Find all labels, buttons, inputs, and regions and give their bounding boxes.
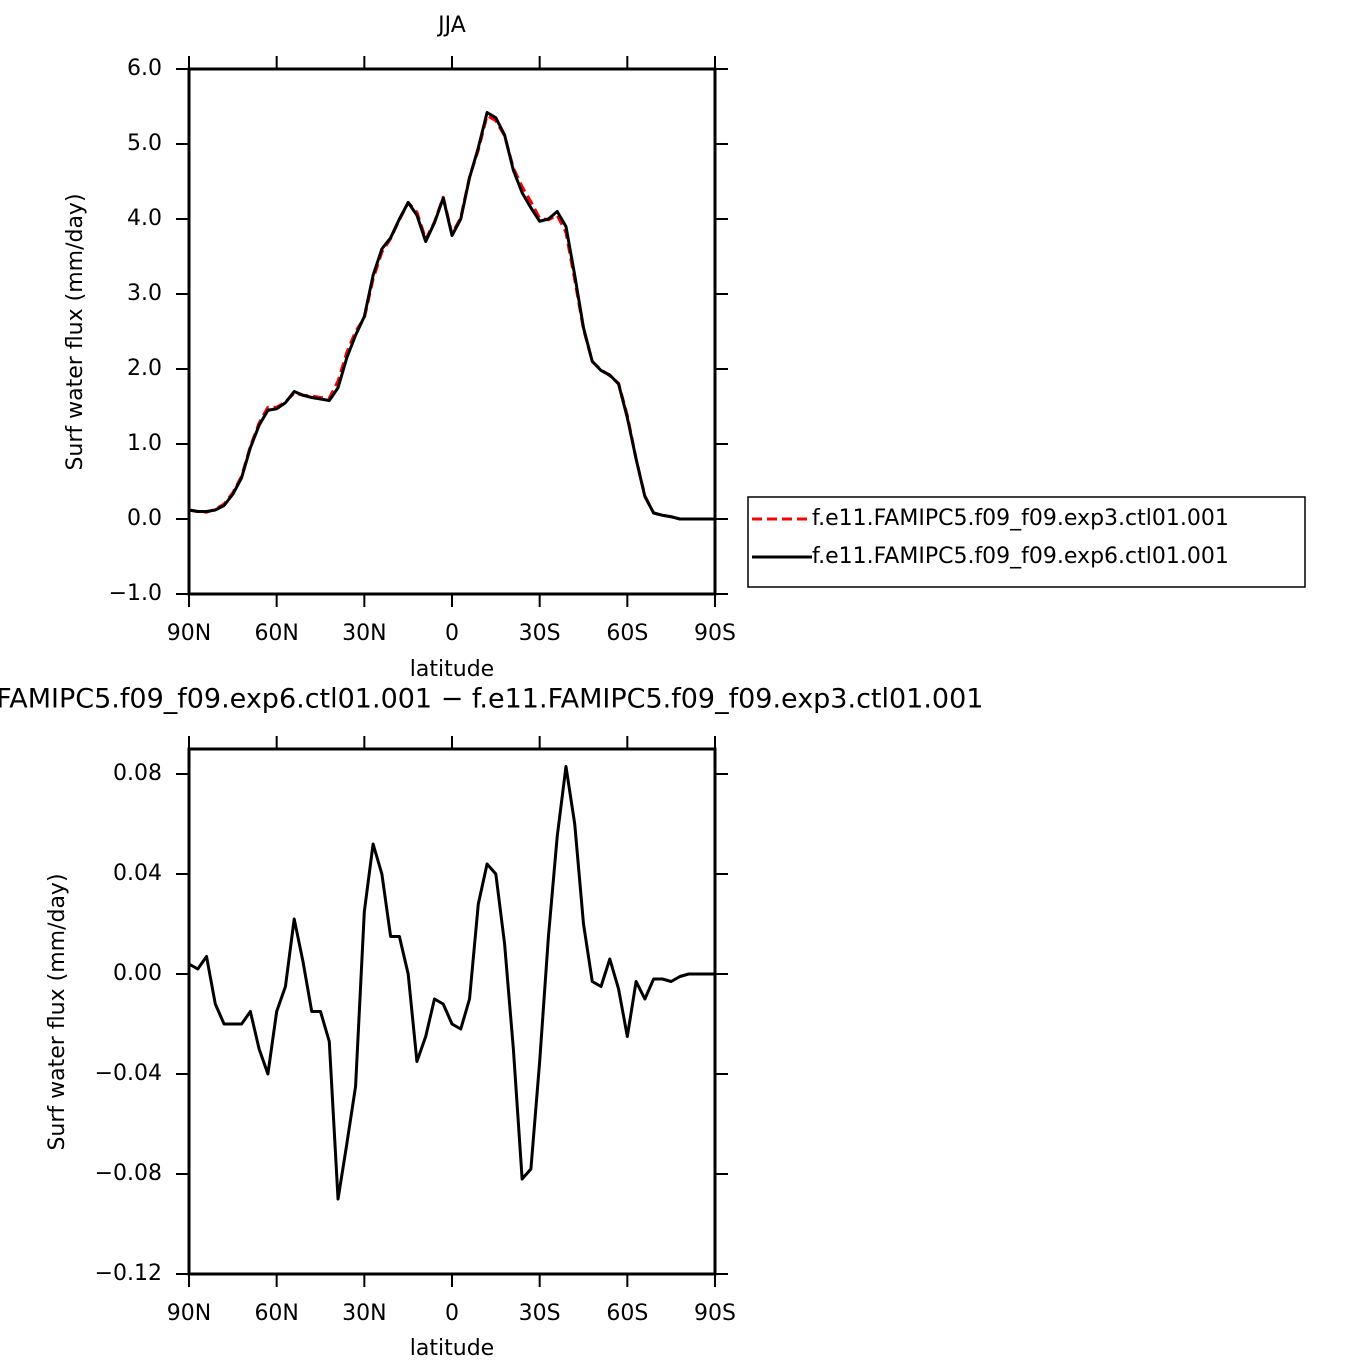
x-axis-label: latitude [410,657,494,682]
x-tick-label: 30S [519,1301,561,1326]
plot-frame [187,67,717,596]
data-line [188,111,715,521]
x-tick-label: 60N [254,1301,298,1326]
x-tick-label: 60N [254,621,298,646]
y-tick-label: −0.12 [95,1261,162,1286]
plot-frame [187,747,717,1276]
legend-label: f.e11.FAMIPC5.f09_f09.exp6.ctl01.001 [812,544,1229,569]
x-tick-label: 90N [167,621,211,646]
chart-title: JJA [436,13,466,38]
x-tick-label: 0 [445,621,459,646]
x-tick-label: 0 [445,1301,459,1326]
x-tick-label: 60S [606,1301,648,1326]
y-tick-label: 0.00 [113,961,162,986]
y-tick-label: 5.0 [127,131,162,156]
y-axis-label: Surf water flux (mm/day) [63,193,88,470]
y-tick-label: 1.0 [127,431,162,456]
y-tick-label: 0.0 [127,506,162,531]
y-tick-label: 0.04 [113,861,162,886]
x-tick-label: 30N [342,1301,386,1326]
y-tick-label: 6.0 [127,56,162,81]
x-tick-label: 60S [606,621,648,646]
y-tick-label: 0.08 [113,761,162,786]
y-tick-label: −1.0 [109,581,162,606]
data-line [188,765,715,1201]
y-tick-label: 3.0 [127,281,162,306]
x-axis-label: latitude [410,1336,494,1361]
x-tick-label: 30S [519,621,561,646]
y-tick-label: 2.0 [127,356,162,381]
y-tick-label: 4.0 [127,206,162,231]
x-tick-label: 90S [694,1301,736,1326]
chart-title: f.e11.FAMIPC5.f09_f09.exp6.ctl01.001 − f… [0,684,983,715]
x-tick-label: 30N [342,621,386,646]
x-tick-label: 90N [167,1301,211,1326]
legend-label: f.e11.FAMIPC5.f09_f09.exp3.ctl01.001 [812,506,1229,531]
y-tick-label: −0.08 [95,1161,162,1186]
y-tick-label: −0.04 [95,1061,162,1086]
legend-box [747,496,1306,588]
y-axis-label: Surf water flux (mm/day) [45,873,70,1150]
x-tick-label: 90S [694,621,736,646]
